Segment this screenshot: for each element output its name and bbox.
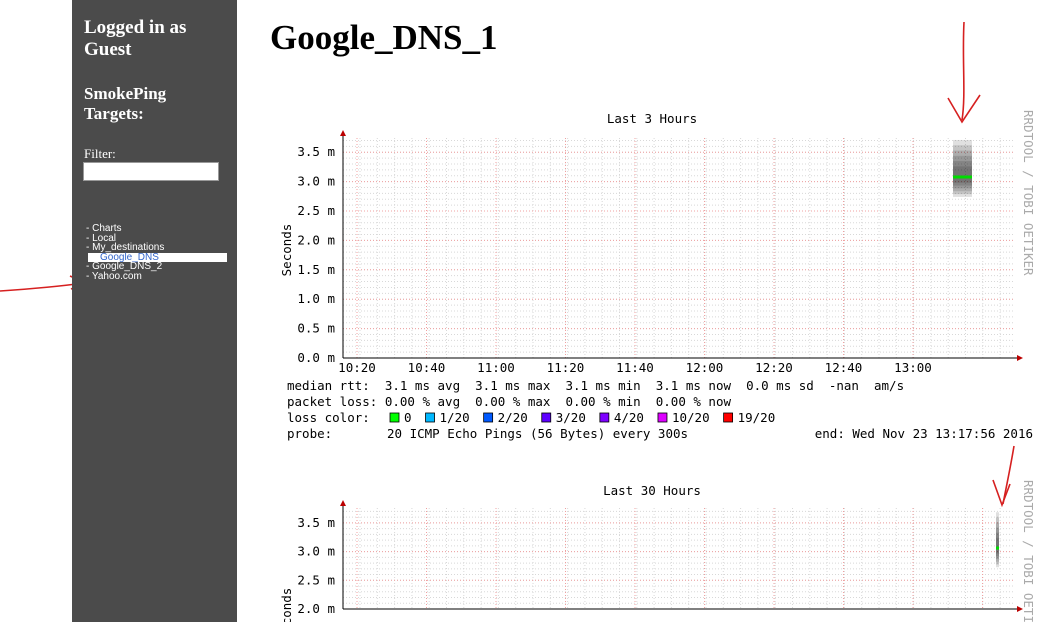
loss-swatch	[425, 412, 435, 423]
y-axis-arrow	[340, 500, 346, 506]
smoke-band	[953, 145, 972, 195]
legend-median-rtt: median rtt: 3.1 ms avg 3.1 ms max 3.1 ms…	[287, 378, 904, 393]
loss-swatch	[657, 412, 668, 423]
y-axis-arrow	[340, 130, 346, 136]
x-axis-arrow	[1017, 355, 1023, 361]
menu-item[interactable]: - Local	[86, 232, 117, 244]
y-tick-label: 0.0 m	[297, 350, 335, 365]
loss-swatch	[599, 412, 610, 423]
smoke-band	[953, 150, 972, 192]
y-tick-label: 2.0 m	[297, 232, 335, 247]
page-title: Google_DNS_1	[270, 18, 498, 57]
smoke-band	[996, 522, 999, 562]
median-line	[996, 546, 999, 550]
sidebar: Logged in as Guest SmokePing Targets: Fi…	[72, 0, 237, 622]
filter-label: Filter:	[84, 146, 116, 161]
x-tick-label: 10:20	[338, 360, 376, 375]
targets-heading: SmokePing Targets:	[84, 84, 167, 123]
smoke-band	[953, 166, 972, 183]
smoke-band	[996, 527, 999, 559]
y-axis-label: Seconds	[279, 588, 294, 622]
loss-label: 3/20	[556, 410, 586, 425]
y-tick-label: 2.0 m	[297, 601, 335, 616]
annotation-arrow	[1002, 445, 1015, 505]
loss-swatch	[389, 412, 400, 423]
smoke-band	[996, 537, 999, 554]
loss-label: 19/20	[738, 410, 776, 425]
menu-item[interactable]: Google_DNS	[88, 252, 227, 263]
probe-info: 20 ICMP Echo Pings (56 Bytes) every 300s	[387, 426, 688, 441]
smoke-band	[996, 512, 999, 568]
smoke-band	[996, 532, 999, 557]
y-tick-label: 2.5 m	[297, 572, 335, 587]
y-tick-label: 1.5 m	[297, 262, 335, 277]
y-tick-label: 3.5 m	[297, 144, 335, 159]
x-tick-label: 11:00	[477, 360, 515, 375]
x-tick-label: 11:20	[547, 360, 585, 375]
menu-item[interactable]: - Charts	[86, 223, 122, 234]
menu-item[interactable]: - Yahoo.com	[86, 270, 142, 282]
x-tick-label: 10:40	[408, 360, 446, 375]
median-line	[953, 175, 972, 179]
loss-label: 10/20	[672, 410, 710, 425]
loss-swatch	[723, 412, 734, 423]
target-menu: - Charts - Local - My_destinations Google_D…	[86, 224, 227, 282]
y-tick-label: 3.0 m	[297, 174, 335, 189]
y-tick-label: 0.5 m	[297, 321, 335, 336]
loss-label: 1/20	[440, 410, 470, 425]
x-tick-label: 12:20	[755, 360, 793, 375]
x-axis-arrow	[1017, 606, 1023, 612]
graph-title: Last 3 Hours	[607, 111, 697, 126]
x-tick-label: 12:40	[825, 360, 863, 375]
y-tick-label: 1.0 m	[297, 291, 335, 306]
y-axis-label: Seconds	[279, 224, 294, 277]
annotation-arrow-head	[947, 94, 981, 124]
x-tick-label: 11:40	[616, 360, 654, 375]
x-tick-label: 12:00	[686, 360, 724, 375]
y-tick-label: 2.5 m	[297, 203, 335, 218]
legend-loss-label: loss color:	[287, 410, 370, 425]
loss-label: 2/20	[498, 410, 528, 425]
annotation-arrow-head	[992, 479, 1011, 508]
menu-item[interactable]: - My_destinations	[86, 242, 165, 254]
loss-swatch	[541, 412, 552, 423]
smoke-band	[996, 517, 999, 565]
loss-label: 0	[404, 410, 412, 425]
end-time: end: Wed Nov 23 13:17:56 2016	[815, 426, 1033, 441]
menu-item[interactable]: - Google_DNS_2	[86, 261, 163, 273]
annotation-arrow	[961, 21, 965, 121]
loss-swatch	[483, 412, 494, 423]
y-tick-label: 3.5 m	[297, 515, 335, 530]
loss-label: 4/20	[614, 410, 644, 425]
smoke-band	[953, 139, 972, 197]
credit: RRDTOOL / TOBI OETIKER	[1021, 110, 1036, 276]
filter-input[interactable]	[83, 162, 219, 181]
graph-title: Last 30 Hours	[603, 483, 701, 498]
probe-label: probe:	[287, 426, 332, 441]
legend-packet-loss: packet loss: 0.00 % avg 0.00 % max 0.00 …	[287, 394, 731, 409]
y-tick-label: 3.0 m	[297, 544, 335, 559]
login-status: Logged in as Guest	[84, 17, 187, 60]
x-tick-label: 13:00	[894, 360, 932, 375]
smoke-band	[953, 161, 972, 186]
graph-layer: 10:20 10:40 11:00 11:20 11:40 12:00 12:20 12:40…	[279, 110, 1036, 622]
credit: RRDTOOL / TOBI OETIKER	[1021, 480, 1036, 622]
smoke-band	[953, 155, 972, 189]
